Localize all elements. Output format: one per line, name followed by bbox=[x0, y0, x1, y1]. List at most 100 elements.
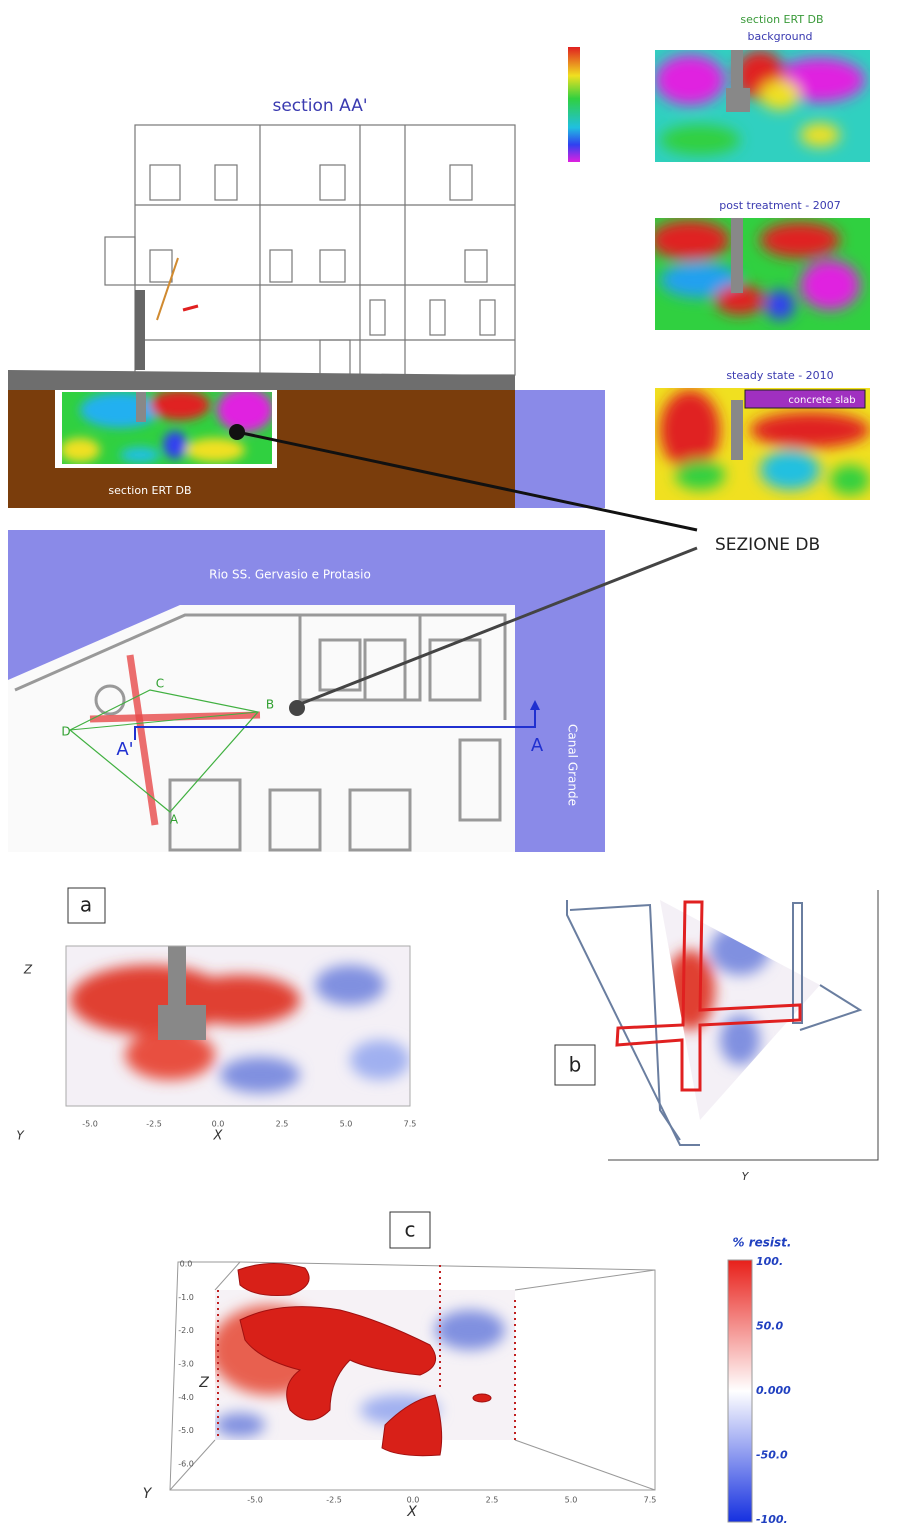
shape bbox=[370, 300, 385, 335]
z-tick-label: 0.0 bbox=[180, 1260, 193, 1269]
x-tick-label: 2.5 bbox=[276, 1120, 289, 1129]
shape bbox=[217, 388, 273, 432]
z-tick-label: -1.0 bbox=[178, 1293, 194, 1302]
contour-plot bbox=[66, 935, 410, 1106]
shape bbox=[731, 400, 743, 460]
shape bbox=[60, 438, 100, 462]
shape bbox=[435, 1310, 505, 1350]
axis-label: Z bbox=[23, 963, 33, 977]
x-tick-label: 5.0 bbox=[340, 1120, 353, 1129]
panel-title: background bbox=[747, 30, 812, 43]
shape bbox=[320, 340, 350, 375]
panel-label: a bbox=[80, 893, 92, 917]
shape bbox=[450, 165, 472, 200]
colorbar bbox=[568, 47, 580, 162]
shape bbox=[215, 1262, 240, 1290]
electrode-point: C bbox=[156, 677, 164, 691]
arrow bbox=[157, 258, 178, 320]
shape bbox=[660, 125, 740, 155]
shape bbox=[105, 237, 135, 285]
x-tick-label: -5.0 bbox=[82, 1120, 98, 1129]
axis-label: Z bbox=[198, 1375, 209, 1391]
shape bbox=[675, 460, 725, 490]
shape bbox=[765, 290, 795, 320]
ert-panel bbox=[655, 50, 870, 162]
shape bbox=[473, 1394, 491, 1402]
shape bbox=[350, 1040, 410, 1080]
shape bbox=[515, 1270, 655, 1290]
shape bbox=[570, 905, 680, 1140]
shape bbox=[185, 438, 245, 462]
building-section bbox=[105, 125, 515, 375]
x-tick-label: 7.5 bbox=[404, 1120, 417, 1129]
canal-label: Canal Grande bbox=[566, 724, 580, 806]
shape bbox=[120, 447, 160, 463]
shape bbox=[760, 222, 840, 258]
z-tick-label: -5.0 bbox=[178, 1426, 194, 1435]
x-tick-label: 7.5 bbox=[644, 1496, 657, 1505]
shape bbox=[800, 123, 840, 147]
shape bbox=[515, 1440, 655, 1490]
colorbar-title: % resist. bbox=[733, 1236, 792, 1250]
slab bbox=[8, 370, 515, 392]
section-title: section AA' bbox=[272, 96, 367, 116]
shape bbox=[215, 1413, 265, 1437]
shape bbox=[760, 80, 800, 110]
shape bbox=[650, 220, 730, 260]
shape bbox=[830, 465, 870, 495]
figure: section AA' section ERT DB section ERT D… bbox=[0, 0, 900, 1529]
colorbar-label: 50.0 bbox=[756, 1320, 783, 1333]
shape bbox=[163, 431, 187, 459]
arrow bbox=[183, 306, 198, 310]
shape bbox=[480, 300, 495, 335]
shape bbox=[320, 250, 345, 282]
shape bbox=[655, 55, 725, 105]
z-tick-label: -6.0 bbox=[178, 1460, 194, 1469]
panel-label: c bbox=[405, 1218, 416, 1242]
axis-label: Y bbox=[143, 1486, 153, 1502]
callout-dot bbox=[289, 700, 305, 716]
x-tick-label: -2.5 bbox=[146, 1120, 162, 1129]
shape bbox=[150, 165, 180, 200]
shape bbox=[710, 925, 770, 975]
colorbar-label: 0.000 bbox=[756, 1384, 791, 1397]
water bbox=[515, 390, 605, 508]
shape bbox=[760, 450, 820, 490]
x-tick-label: 5.0 bbox=[565, 1496, 578, 1505]
shape bbox=[430, 300, 445, 335]
shape bbox=[220, 1057, 300, 1093]
shape bbox=[320, 165, 345, 200]
z-tick-label: -3.0 bbox=[178, 1360, 194, 1369]
shape bbox=[726, 88, 750, 112]
panel-title: steady state - 2010 bbox=[726, 369, 833, 382]
ert-panel bbox=[650, 218, 870, 330]
shape bbox=[465, 250, 487, 282]
callout: SEZIONE DB bbox=[715, 535, 820, 555]
colorbar-labels: 100.50.00.000-50.0-100. bbox=[756, 1255, 791, 1526]
panel-title: section ERT DB bbox=[740, 13, 823, 26]
z-tick-label: -4.0 bbox=[178, 1393, 194, 1402]
section-marker: A' bbox=[116, 739, 133, 760]
axis-label: Y bbox=[16, 1129, 25, 1143]
shape bbox=[800, 260, 860, 310]
axis-label: Y bbox=[742, 1170, 750, 1183]
ert-label: section ERT DB bbox=[108, 484, 191, 497]
axis-label: X bbox=[213, 1129, 224, 1144]
shape bbox=[150, 250, 172, 282]
shape bbox=[750, 412, 870, 448]
shape bbox=[315, 965, 385, 1005]
pillar bbox=[135, 290, 145, 370]
shape bbox=[665, 950, 715, 1030]
shape bbox=[270, 250, 292, 282]
electrode-point: A bbox=[170, 813, 179, 827]
page: section AA' section ERT DB section ERT D… bbox=[0, 0, 900, 1529]
x-tick-label: -2.5 bbox=[326, 1496, 342, 1505]
colorbar-label: -100. bbox=[756, 1513, 788, 1526]
colorbar-label: 100. bbox=[756, 1255, 783, 1268]
shape bbox=[80, 392, 160, 428]
x-tick-label: -5.0 bbox=[247, 1496, 263, 1505]
shape bbox=[238, 1263, 309, 1295]
panel-title: post treatment - 2007 bbox=[719, 199, 840, 212]
